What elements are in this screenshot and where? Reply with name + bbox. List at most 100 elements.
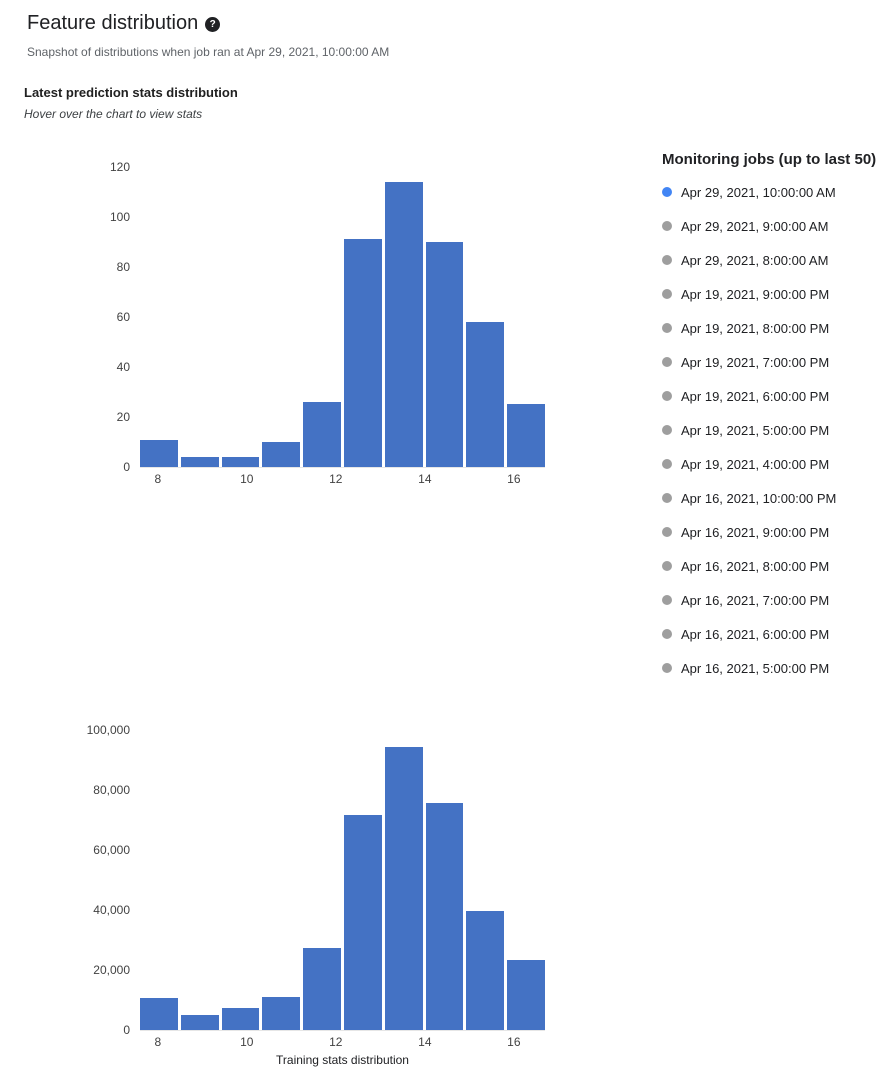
hover-hint: Hover over the chart to view stats [24,107,203,121]
job-dot-icon [662,493,672,503]
histogram-bar[interactable] [262,442,301,467]
job-dot-icon [662,561,672,571]
monitoring-jobs-title: Monitoring jobs (up to last 50) [662,151,877,168]
monitoring-job-item[interactable]: Apr 19, 2021, 9:00:00 PM [662,277,887,311]
x-axis-label: 16 [507,472,521,486]
monitoring-job-item[interactable]: Apr 19, 2021, 4:00:00 PM [662,447,887,481]
monitoring-job-item[interactable]: Apr 16, 2021, 6:00:00 PM [662,617,887,651]
histogram-bar[interactable] [140,998,178,1030]
histogram-bar[interactable] [221,1008,260,1030]
job-label: Apr 19, 2021, 4:00:00 PM [681,456,830,472]
monitoring-job-item[interactable]: Apr 29, 2021, 9:00:00 AM [662,209,887,243]
y-axis: 0 20,000 40,000 60,000 80,000 100,000 [0,723,130,1037]
histogram-bar[interactable] [507,960,545,1030]
y-axis: 0 20 40 60 80 100 120 [0,160,130,474]
job-dot-icon [662,629,672,639]
snapshot-subtitle: Snapshot of distributions when job ran a… [27,45,390,59]
histogram-bar[interactable] [303,402,341,467]
x-axis-label: 12 [329,1035,343,1049]
x-axis: 8 10 12 14 16 [140,1035,545,1051]
histogram-bar[interactable] [384,182,423,467]
y-axis-label: 40,000 [93,903,130,917]
x-axis-baseline [140,1030,545,1031]
monitoring-job-item[interactable]: Apr 29, 2021, 8:00:00 AM [662,243,887,277]
y-axis-label: 80 [116,260,130,274]
x-axis-label: 10 [240,472,254,486]
job-dot-icon [662,391,672,401]
histogram-bar[interactable] [466,911,505,1030]
job-label: Apr 19, 2021, 5:00:00 PM [681,422,830,438]
y-axis-label: 60,000 [93,843,130,857]
selected-job-dot-icon [662,187,672,197]
monitoring-jobs-panel: Monitoring jobs (up to last 50) Apr 29, … [662,151,887,685]
histogram-bar[interactable] [221,457,260,467]
plot-area [140,167,545,468]
help-icon[interactable]: ? [205,17,221,32]
histogram-bar[interactable] [262,997,301,1030]
x-axis-label: 14 [418,1035,432,1049]
monitoring-job-item[interactable]: Apr 19, 2021, 8:00:00 PM [662,311,887,345]
x-axis-label: 8 [154,472,162,486]
job-dot-icon [662,323,672,333]
job-dot-icon [662,255,672,265]
histogram-bar[interactable] [140,440,178,467]
job-label: Apr 16, 2021, 5:00:00 PM [681,660,830,676]
x-axis-label: 10 [240,1035,254,1049]
monitoring-jobs-list: Apr 29, 2021, 10:00:00 AM Apr 29, 2021, 9… [662,175,887,685]
job-label: Apr 19, 2021, 7:00:00 PM [681,354,830,370]
job-dot-icon [662,221,672,231]
job-label: Apr 16, 2021, 8:00:00 PM [681,558,830,574]
y-axis-label: 120 [109,160,130,174]
job-dot-icon [662,663,672,673]
y-axis-label: 100 [109,210,130,224]
y-axis-label: 0 [123,1023,130,1037]
monitoring-job-item[interactable]: Apr 29, 2021, 10:00:00 AM [662,175,887,209]
y-axis-label: 0 [123,460,130,474]
job-label: Apr 19, 2021, 6:00:00 PM [681,388,830,404]
y-axis-label: 80,000 [93,783,130,797]
monitoring-job-item[interactable]: Apr 19, 2021, 7:00:00 PM [662,345,887,379]
job-label: Apr 29, 2021, 10:00:00 AM [681,184,836,200]
job-dot-icon [662,527,672,537]
job-label: Apr 16, 2021, 10:00:00 PM [681,490,837,506]
job-dot-icon [662,425,672,435]
monitoring-job-item[interactable]: Apr 19, 2021, 6:00:00 PM [662,379,887,413]
histogram-bar[interactable] [384,747,423,1030]
page-header: Feature distribution ? [27,12,221,35]
job-dot-icon [662,595,672,605]
job-label: Apr 19, 2021, 9:00:00 PM [681,286,830,302]
section-title: Latest prediction stats distribution [24,85,238,100]
histogram-bar[interactable] [343,815,382,1030]
job-dot-icon [662,289,672,299]
x-axis-label: 8 [154,1035,162,1049]
histogram-bar[interactable] [507,404,545,467]
histogram-bar[interactable] [425,242,464,467]
y-axis-label: 100,000 [86,723,130,737]
histogram-bar[interactable] [425,803,464,1030]
y-axis-label: 20,000 [93,963,130,977]
job-label: Apr 16, 2021, 9:00:00 PM [681,524,830,540]
job-label: Apr 16, 2021, 7:00:00 PM [681,592,830,608]
histogram-bar[interactable] [343,239,382,467]
monitoring-job-item[interactable]: Apr 19, 2021, 5:00:00 PM [662,413,887,447]
monitoring-job-item[interactable]: Apr 16, 2021, 9:00:00 PM [662,515,887,549]
x-axis-label: 16 [507,1035,521,1049]
job-label: Apr 16, 2021, 6:00:00 PM [681,626,830,642]
job-dot-icon [662,357,672,367]
monitoring-job-item[interactable]: Apr 16, 2021, 10:00:00 PM [662,481,887,515]
job-label: Apr 19, 2021, 8:00:00 PM [681,320,830,336]
monitoring-job-item[interactable]: Apr 16, 2021, 8:00:00 PM [662,549,887,583]
prediction-stats-histogram: 0 20 40 60 80 100 120 8 10 12 14 16 [0,160,560,495]
x-axis: 8 10 12 14 16 [140,472,545,488]
histogram-bars [140,730,545,1030]
histogram-bar[interactable] [180,457,219,467]
histogram-bar[interactable] [466,322,505,467]
x-axis-title: Training stats distribution [276,1053,409,1067]
monitoring-job-item[interactable]: Apr 16, 2021, 7:00:00 PM [662,583,887,617]
y-axis-label: 60 [116,310,130,324]
monitoring-job-item[interactable]: Apr 16, 2021, 5:00:00 PM [662,651,887,685]
plot-area [140,730,545,1031]
histogram-bar[interactable] [303,948,341,1030]
histogram-bar[interactable] [180,1015,219,1030]
